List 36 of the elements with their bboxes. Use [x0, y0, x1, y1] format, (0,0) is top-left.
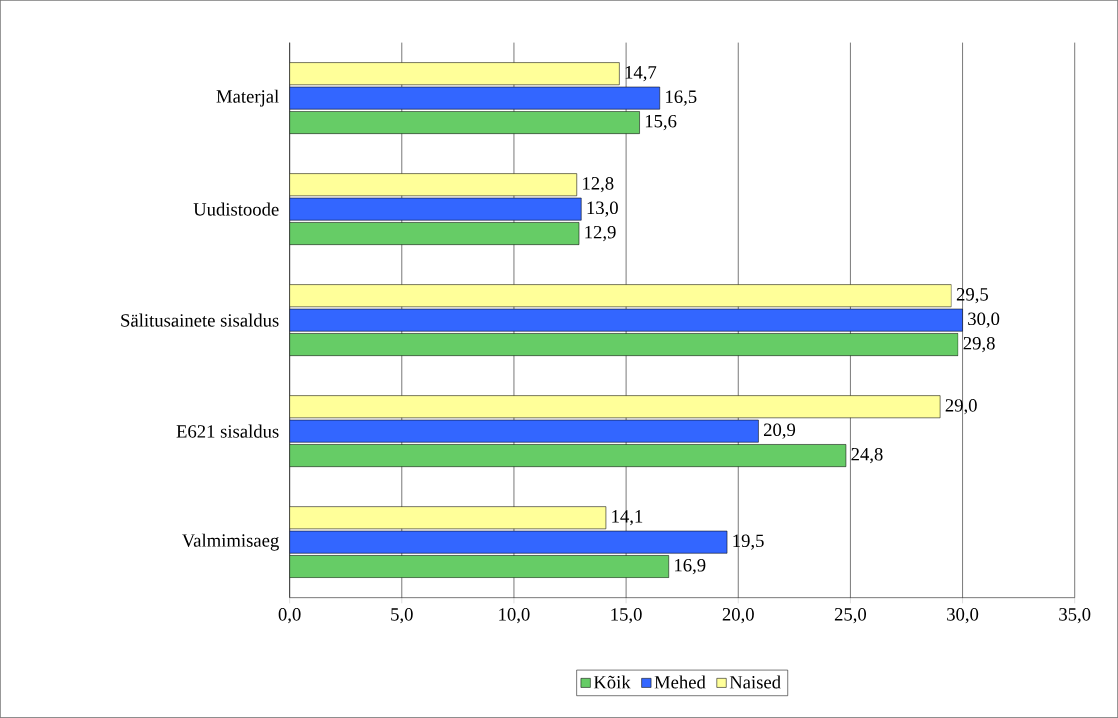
data-label: 13,0	[587, 201, 618, 217]
x-tick-label: 10,0	[499, 608, 530, 624]
data-label: 24,8	[851, 447, 883, 464]
legend-label: Mehed	[654, 675, 706, 689]
x-tick-label: 25,0	[834, 608, 867, 624]
data-label: 12,8	[583, 177, 614, 193]
data-label: 19,5	[733, 534, 764, 550]
data-label: 14,1	[612, 510, 643, 526]
data-label: 14,7	[625, 66, 657, 82]
bar	[289, 419, 759, 443]
data-label: 16,9	[675, 558, 706, 575]
data-label: 29,0	[945, 399, 977, 415]
data-label: 15,6	[645, 114, 677, 131]
data-label: 29,8	[963, 336, 995, 353]
bar	[289, 86, 661, 110]
y-tick-label: Valmimisaeg	[181, 533, 279, 551]
data-label: 12,9	[585, 225, 616, 242]
legend-label: Naised	[729, 675, 781, 689]
data-label: 29,5	[956, 288, 989, 304]
y-tick-label: Materjal	[216, 89, 279, 107]
x-tick-label: 20,0	[722, 608, 754, 624]
bar	[289, 308, 963, 332]
data-label: 16,5	[666, 90, 697, 106]
legend-label: Kõik	[593, 675, 631, 689]
data-label: 30,0	[968, 312, 1000, 328]
x-tick-label: 35,0	[1059, 608, 1091, 624]
x-tick-label: 30,0	[947, 608, 979, 624]
y-tick-label: Sälitusainete sisaldus	[121, 313, 279, 327]
bar	[289, 530, 728, 554]
y-tick-label: Uudistoode	[193, 202, 279, 216]
y-tick-label: E621 sisaldus	[176, 424, 279, 438]
x-tick-label: 5,0	[391, 608, 413, 624]
x-tick-label: 0,0	[278, 608, 301, 624]
bar	[289, 197, 582, 221]
x-tick-label: 15,0	[611, 608, 642, 624]
data-label: 20,9	[763, 423, 796, 439]
